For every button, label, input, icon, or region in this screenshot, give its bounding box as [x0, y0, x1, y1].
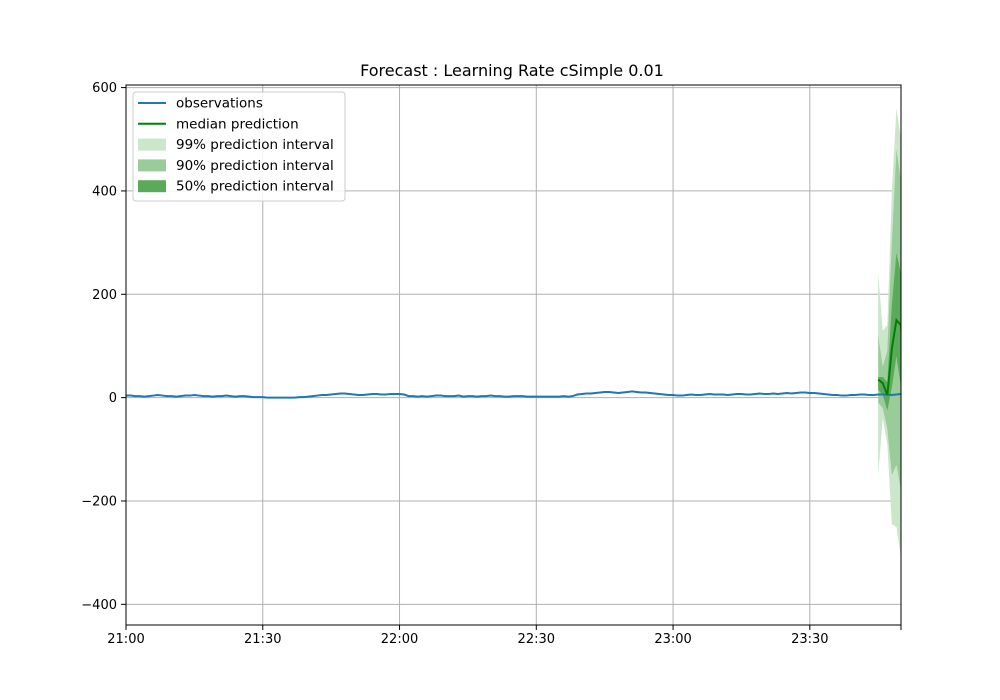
pi90-band: [878, 149, 901, 491]
y-axis: 600 400 200 0 −200 −400: [81, 81, 126, 613]
y-tick-label: −200: [81, 494, 117, 509]
plot-area: [126, 108, 901, 558]
legend-label: median prediction: [176, 116, 299, 132]
legend-patch-swatch: [138, 180, 166, 193]
legend-label: 99% prediction interval: [176, 137, 334, 153]
x-tick-label: 22:30: [518, 632, 555, 647]
median-prediction-line: [877, 317, 901, 396]
legend-patch-swatch: [138, 159, 166, 172]
y-tick-label: 0: [109, 391, 117, 406]
pi50-band: [878, 252, 901, 411]
pi99-band: [878, 108, 901, 558]
y-tick-label: 200: [92, 288, 117, 303]
y-tick-label: 600: [92, 81, 117, 96]
x-tick-label: 22:00: [381, 632, 418, 647]
x-tick-label: 23:00: [654, 632, 691, 647]
legend-label: observations: [176, 96, 263, 112]
chart-title: Forecast : Learning Rate cSimple 0.01: [360, 61, 664, 80]
x-tick-label: 23:30: [791, 632, 828, 647]
y-tick-label: 400: [92, 184, 117, 199]
legend-label: 90% prediction interval: [176, 158, 334, 174]
x-tick-label: 21:00: [107, 632, 144, 647]
axes-frame: [125, 84, 902, 626]
legend: observations median prediction 99% predict…: [132, 91, 346, 202]
x-axis: 21:00 21:30 22:00 22:30 23:00 23:30: [107, 625, 902, 647]
legend-box: [132, 91, 346, 202]
y-tick-label: −400: [81, 598, 117, 613]
legend-patch-swatch: [138, 138, 166, 151]
x-tick-label: 21:30: [244, 632, 281, 647]
observations-line: [126, 390, 901, 399]
legend-label: 50% prediction interval: [176, 179, 334, 195]
